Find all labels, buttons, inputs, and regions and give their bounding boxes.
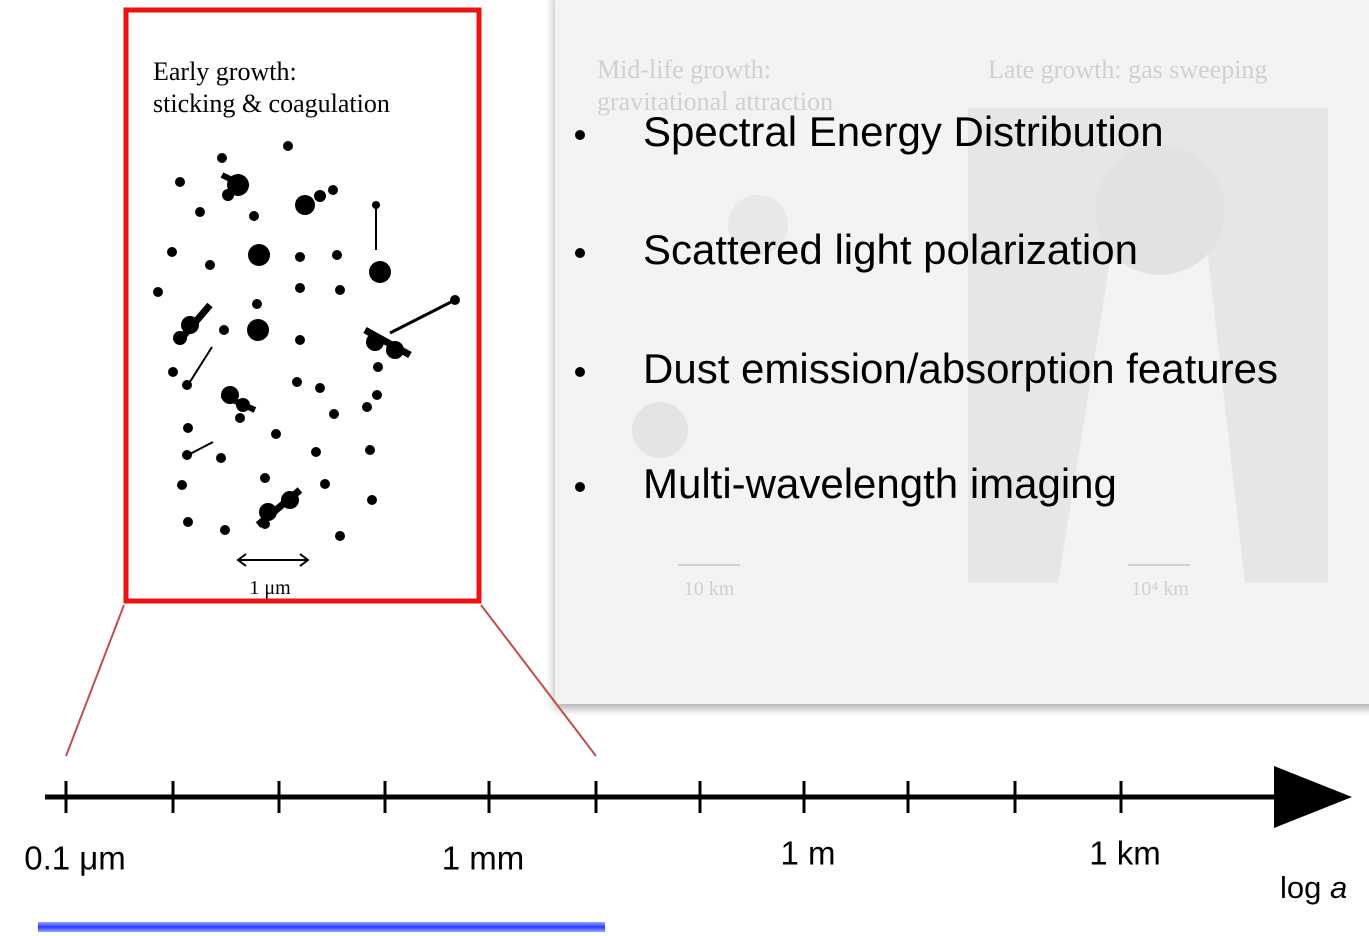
- faded-body: [728, 195, 788, 255]
- bullet-list: Spectral Energy Distribution Scattered l…: [575, 108, 1278, 507]
- size-axis: 0.1 μm 1 mm 1 m 1 km log a: [24, 766, 1352, 905]
- bullet-dot: [575, 130, 585, 140]
- faded-title: gravitational attraction: [597, 87, 833, 116]
- zoom-line: [480, 604, 597, 757]
- bullet-dot: [575, 248, 585, 258]
- bullet-text: Multi-wavelength imaging: [643, 460, 1117, 507]
- bullet-dot: [575, 482, 585, 492]
- bullet-dot: [575, 367, 585, 377]
- faded-title: Late growth: gas sweeping: [988, 55, 1267, 84]
- faded-scale-label: 10 km: [684, 578, 735, 600]
- faded-shape: [968, 108, 1328, 583]
- bullet-text: Spectral Energy Distribution: [643, 108, 1164, 155]
- inset-frame: [123, 7, 482, 604]
- inset-title: Early growth:: [153, 57, 297, 86]
- bullet-text: Dust emission/absorption features: [643, 345, 1278, 392]
- axis-arrowhead: [1274, 766, 1352, 828]
- bullet-text: Scattered light polarization: [643, 226, 1138, 273]
- axis-tick-label: 1 m: [780, 835, 835, 872]
- axis-ticks: [64, 781, 1123, 813]
- grain-arrows: [177, 172, 456, 567]
- axis-label-text: log: [1280, 870, 1321, 905]
- inset-panel: Early growth: sticking & coagulation: [123, 7, 482, 604]
- axis-tick-label: 0.1 μm: [24, 840, 126, 877]
- axis-label: log a: [1280, 870, 1347, 905]
- faded-body: [632, 402, 688, 458]
- faded-body: [1095, 145, 1225, 275]
- axis-tick-label: 1 mm: [442, 840, 525, 877]
- axis-label-variable: a: [1330, 870, 1347, 905]
- axis-tick-label: 1 km: [1089, 835, 1161, 872]
- inset-title: sticking & coagulation: [153, 89, 390, 118]
- background-panel: Mid-life growth: gravitational attractio…: [555, 0, 1369, 704]
- faded-scale-label: 10⁴ km: [1131, 578, 1189, 600]
- inset-scale-label: 1 μm: [249, 577, 291, 599]
- zoom-line: [65, 604, 125, 757]
- range-bar: [38, 922, 605, 932]
- faded-title: Mid-life growth:: [597, 55, 771, 84]
